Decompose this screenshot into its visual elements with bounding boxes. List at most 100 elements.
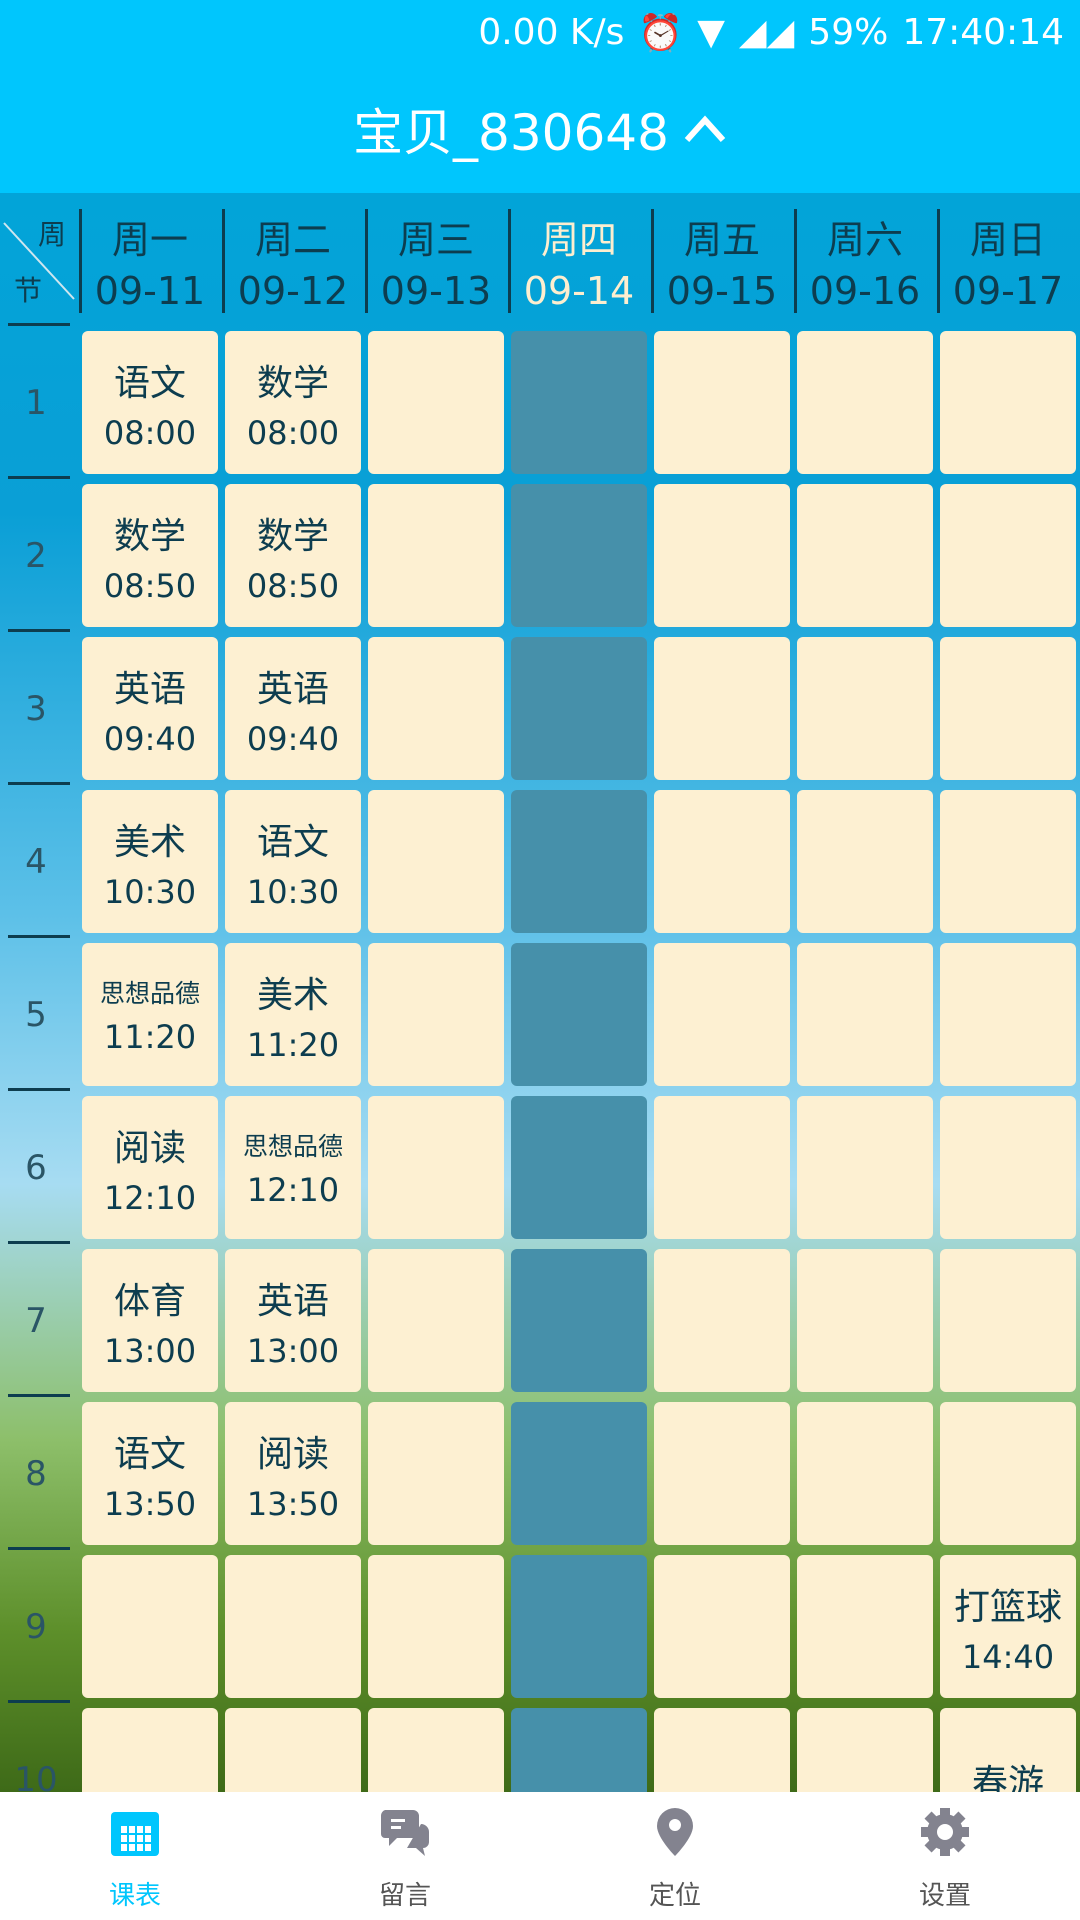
row-divider [8,1547,70,1550]
class-cell[interactable] [654,1555,790,1698]
class-cell[interactable] [654,637,790,780]
class-cell[interactable] [511,790,647,933]
class-cell[interactable]: 思想品德 12:10 [225,1096,361,1239]
class-cell[interactable]: 阅读 13:50 [225,1402,361,1545]
class-cell[interactable] [225,1555,361,1698]
class-cell[interactable]: 英语 09:40 [82,637,218,780]
class-cell[interactable] [511,1555,647,1698]
class-cell[interactable] [797,790,933,933]
class-cell[interactable] [797,1402,933,1545]
class-cell[interactable]: 春游 [940,1708,1076,1792]
class-cell[interactable] [368,484,504,627]
class-time: 10:30 [246,872,340,911]
location-icon [649,1806,701,1865]
class-cell[interactable]: 数学 08:50 [225,484,361,627]
class-cell[interactable] [797,1096,933,1239]
class-cell[interactable] [368,1555,504,1698]
class-cell[interactable]: 语文 13:50 [82,1402,218,1545]
class-name: 体育 [113,1280,186,1322]
class-cell[interactable] [511,1708,647,1792]
class-cell[interactable] [797,484,933,627]
day-header: 周六 09-16 [797,209,933,313]
class-cell[interactable] [797,637,933,780]
class-cell[interactable] [654,943,790,1086]
nav-tab[interactable]: 定位 [540,1792,810,1920]
class-cell[interactable]: 美术 10:30 [82,790,218,933]
row-divider [8,323,70,326]
day-name: 周一 [111,218,188,262]
period-number: 9 [25,1606,47,1647]
class-cell[interactable] [368,790,504,933]
class-cell[interactable] [940,1249,1076,1392]
class-cell[interactable] [654,331,790,474]
class-cell[interactable] [940,637,1076,780]
class-cell[interactable] [940,331,1076,474]
class-time: 13:00 [246,1331,340,1370]
class-cell[interactable]: 数学 08:50 [82,484,218,627]
class-cell[interactable] [654,790,790,933]
class-name: 英语 [256,1280,329,1322]
class-cell[interactable]: 美术 11:20 [225,943,361,1086]
class-cell[interactable] [82,1555,218,1698]
class-name: 打篮球 [953,1586,1062,1628]
class-cell[interactable]: 阅读 12:10 [82,1096,218,1239]
class-cell[interactable]: 英语 09:40 [225,637,361,780]
class-cell[interactable]: 英语 13:00 [225,1249,361,1392]
class-cell[interactable] [82,1708,218,1792]
class-cell[interactable] [368,637,504,780]
class-cell[interactable]: 数学 08:00 [225,331,361,474]
class-cell[interactable]: 语文 10:30 [225,790,361,933]
column-divider [79,209,82,313]
class-name: 思想品德 [242,1131,343,1161]
class-cell[interactable] [654,1249,790,1392]
class-cell[interactable] [654,484,790,627]
day-date: 09-12 [237,269,349,313]
class-cell[interactable] [511,331,647,474]
class-cell[interactable] [797,1555,933,1698]
class-cell[interactable] [368,331,504,474]
class-name: 美术 [113,821,186,863]
period-number: 6 [25,1147,47,1188]
class-cell[interactable]: 打篮球 14:40 [940,1555,1076,1698]
day-name: 周五 [683,218,760,262]
day-date: 09-16 [809,269,921,313]
class-cell[interactable]: 体育 13:00 [82,1249,218,1392]
class-cell[interactable] [511,1249,647,1392]
nav-tab[interactable]: 设置 [810,1792,1080,1920]
class-cell[interactable] [368,1096,504,1239]
class-cell[interactable] [511,484,647,627]
class-cell[interactable] [797,943,933,1086]
nav-tab[interactable]: 课表 [0,1792,270,1920]
class-cell[interactable] [368,1708,504,1792]
class-cell[interactable] [654,1096,790,1239]
class-cell[interactable] [654,1402,790,1545]
class-cell[interactable]: 语文 08:00 [82,331,218,474]
class-cell[interactable] [511,1096,647,1239]
class-cell[interactable] [797,1249,933,1392]
column-divider [365,209,368,313]
class-cell[interactable] [511,1402,647,1545]
class-cell[interactable] [940,1402,1076,1545]
class-cell[interactable] [368,943,504,1086]
class-time: 11:20 [103,1017,197,1056]
class-cell[interactable] [940,790,1076,933]
nav-tab[interactable]: 留言 [270,1792,540,1920]
class-cell[interactable] [511,943,647,1086]
class-cell[interactable]: 思想品德 11:20 [82,943,218,1086]
class-time: 10:30 [103,872,197,911]
class-cell[interactable] [940,943,1076,1086]
class-cell[interactable] [511,637,647,780]
class-cell[interactable] [225,1708,361,1792]
class-cell[interactable] [368,1249,504,1392]
status-bar: 0.00 K/s ⏰ ▼ ◢◢ 59% 17:40:14 [0,0,1080,65]
title-selector[interactable]: 宝贝_830648 [0,65,1080,193]
class-cell[interactable] [940,484,1076,627]
class-cell[interactable] [368,1402,504,1545]
corner-header: 周 节 [0,209,78,313]
class-cell[interactable] [797,1708,933,1792]
class-cell[interactable] [654,1708,790,1792]
day-header: 周二 09-12 [225,209,361,313]
class-time: 09:40 [103,719,197,758]
class-cell[interactable] [797,331,933,474]
class-cell[interactable] [940,1096,1076,1239]
